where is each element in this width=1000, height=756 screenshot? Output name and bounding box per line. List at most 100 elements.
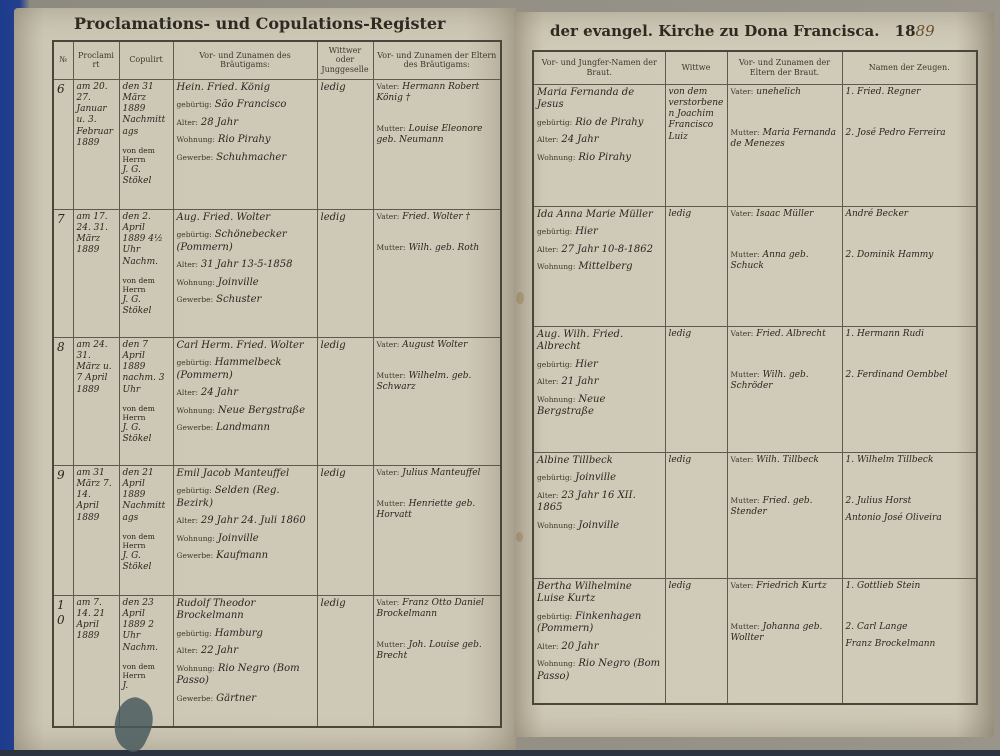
mother-name: Louise Eleonore geb. Neumann [376,124,483,146]
register-title-continued: der evangel. Kirche zu Dona Francisca. 1… [550,20,980,42]
residence-value: Joinville [217,532,259,544]
officiant-label: von dem Herrn [122,661,155,681]
entry-number: 9 [57,467,65,482]
residence-label: Wohnung: [537,394,576,404]
residence-line: Wohnung: Joinville [537,520,662,533]
bride-name: Maria Fernanda de Jesus [537,86,635,111]
column-header: Copulirt [118,40,174,80]
residence-value: Rio Negro (Bom Passo) [176,662,300,687]
mother-label: Mutter: [730,369,760,379]
birthplace-line: gebürtig: Hier [537,359,662,372]
birthplace-label: gebürtig: [176,628,212,638]
residence-label: Wohnung: [176,277,215,287]
table-row: 6 am 20. 27. Januar u. 3. Februar 1889 d… [52,78,502,210]
groom-name: Rudolf Theodor Brockelmann [176,597,256,622]
mother-name: Maria Fernanda de Menezes [730,127,837,149]
widow-status: ledig [668,454,692,465]
table-row: Ida Anna Marie Müller gebürtig: Hier Alter:… [532,205,978,327]
residence-value: Neue Bergstraße [217,404,306,416]
father-label: Vater: [376,467,400,477]
table-row: Maria Fernanda de Jesus gebürtig: Rio de P… [532,83,978,207]
left-page: Proclamations- und Copulations-Register … [14,8,516,756]
father-label: Vater: [376,597,400,607]
residence-label: Wohnung: [537,520,576,530]
trade-value: Gärtner [216,692,257,704]
officiant-name: J. G. Stökel [122,422,152,444]
witness-name: 2. Carl Lange [845,621,908,632]
residence-value: Rio Pirahy [217,134,271,145]
column-header: Vor- und Zunamen der Eltern des Bräutiga… [372,40,502,80]
age-label: Alter: [537,135,559,144]
residence-line: Wohnung: Joinville [177,533,314,546]
age-value: 21 Jahr [561,376,599,387]
entry-number: 7 [57,211,65,226]
officiant-name: J. G. Stökel [122,550,152,572]
officiant-label: von dem Herrn [122,531,155,551]
age-line: Alter: 23 Jahr 16 XII. 1865 [537,490,662,515]
birthplace-line: gebürtig: Finkenhagen (Pommern) [537,611,662,636]
table-row: Aug. Wilh. Fried. Albrecht gebürtig: Hier A… [532,325,978,453]
residence-value: Joinville [217,276,259,288]
mother-label: Mutter: [376,370,406,380]
bride-table: Vor- und Jungfer-Namen der Braut. Wittwe V… [532,50,978,705]
father-name: Isaac Müller [756,208,814,219]
father-name: Friedrich Kurtz [756,580,827,591]
father-name: Fried. Wolter † [402,211,471,222]
witness-name: 2. Ferdinand Oembbel [845,369,948,380]
age-label: Alter: [537,377,559,386]
mother-name: Wilh. geb. Schröder [730,369,809,391]
age-value: 27 Jahr 10-8-1862 [561,243,653,255]
mother-label: Mutter: [730,127,760,137]
table-row: Albine Tillbeck gebürtig: Joinville Alter: 2… [532,451,978,579]
father-label: Vater: [730,454,754,464]
groom-name: Aug. Fried. Wolter [176,211,271,223]
witness-name: André Becker [845,208,909,219]
trade-label: Gewerbe: [176,295,214,304]
residence-label: Wohnung: [176,533,215,543]
trade-value: Schuster [216,294,262,305]
residence-label: Wohnung: [176,663,215,673]
proclaimed-dates: am 20. 27. Januar u. 3. Februar 1889 [76,81,114,148]
father-name: unehelich [756,86,801,97]
birthplace-value: Hier [575,226,598,237]
residence-value: Joinville [578,519,620,531]
mother-name: Wilh. geb. Roth [408,242,480,253]
age-line: Alter: 28 Jahr [177,117,314,130]
trade-line: Gewerbe: Gärtner [177,693,314,706]
widow-status: ledig [668,580,692,591]
mother-label: Mutter: [376,124,406,133]
officiant-label: von dem Herrn [122,403,155,423]
birthplace-value: São Francisco [214,99,287,110]
marital-status: ledig [320,467,346,479]
birthplace-value: Selden (Reg. Bezirk) [176,485,280,509]
widow-status: ledig [668,208,692,219]
marriage-date: den 2. April 1889 4½ Uhr Nachm. [122,211,163,267]
father-label: Vater: [730,328,754,338]
father-name: Wilh. Tillbeck [756,454,819,465]
residence-label: Wohnung: [537,262,576,271]
residence-line: Wohnung: Rio Negro (Bom Passo) [177,663,314,688]
entry-number: 10 [57,597,65,627]
residence-line: Wohnung: Rio Pirahy [537,152,662,165]
proclaimed-dates: am 7. 14. 21 April 1889 [76,597,106,642]
mother-label: Mutter: [376,640,406,649]
birthplace-line: gebürtig: São Francisco [177,99,314,112]
age-label: Alter: [537,490,559,500]
residence-value: Rio Negro (Bom Passo) [537,658,661,682]
age-value: 23 Jahr 16 XII. 1865 [537,489,636,514]
age-label: Alter: [176,260,198,269]
mother-label: Mutter: [376,498,406,508]
age-value: 24 Jahr [561,134,599,145]
birthplace-label: gebürtig: [537,227,573,236]
witness-name: 2. Dominik Hammy [845,249,934,260]
trade-label: Gewerbe: [176,693,214,703]
column-header: Namen der Zeugen. [841,50,978,85]
marriage-date: den 31 März 1889 Nachmittags [122,81,166,137]
birthplace-label: gebürtig: [176,100,212,109]
birthplace-label: gebürtig: [176,230,212,239]
birthplace-line: gebürtig: Joinville [537,472,662,485]
foxing-stain [516,292,524,304]
register-title: Proclamations- und Copulations-Register [74,14,446,33]
residence-line: Wohnung: Rio Negro (Bom Passo) [537,658,662,683]
column-header: Vor- und Zunamen der Eltern der Braut. [726,50,843,85]
